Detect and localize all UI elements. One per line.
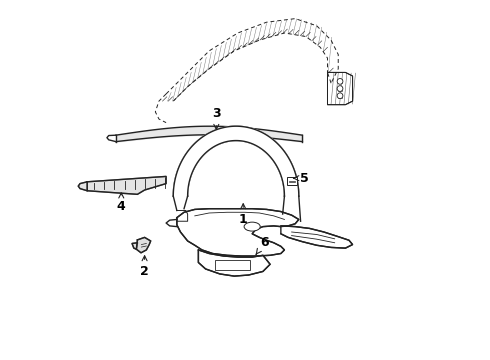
Bar bbox=[215, 260, 250, 270]
Polygon shape bbox=[87, 176, 166, 194]
Polygon shape bbox=[173, 126, 299, 196]
Text: 1: 1 bbox=[239, 204, 247, 226]
Polygon shape bbox=[177, 209, 299, 256]
Circle shape bbox=[337, 78, 343, 84]
Polygon shape bbox=[327, 72, 353, 105]
Text: 3: 3 bbox=[212, 107, 220, 129]
Polygon shape bbox=[78, 182, 87, 191]
Polygon shape bbox=[281, 226, 353, 248]
Text: 5: 5 bbox=[294, 172, 309, 185]
Text: 6: 6 bbox=[256, 236, 269, 255]
Text: 2: 2 bbox=[140, 256, 149, 278]
Polygon shape bbox=[287, 177, 297, 185]
Polygon shape bbox=[136, 237, 151, 253]
Polygon shape bbox=[198, 250, 270, 276]
Circle shape bbox=[337, 86, 343, 91]
Polygon shape bbox=[132, 243, 137, 249]
Ellipse shape bbox=[244, 222, 260, 231]
Circle shape bbox=[337, 93, 343, 99]
Text: 4: 4 bbox=[117, 193, 125, 213]
